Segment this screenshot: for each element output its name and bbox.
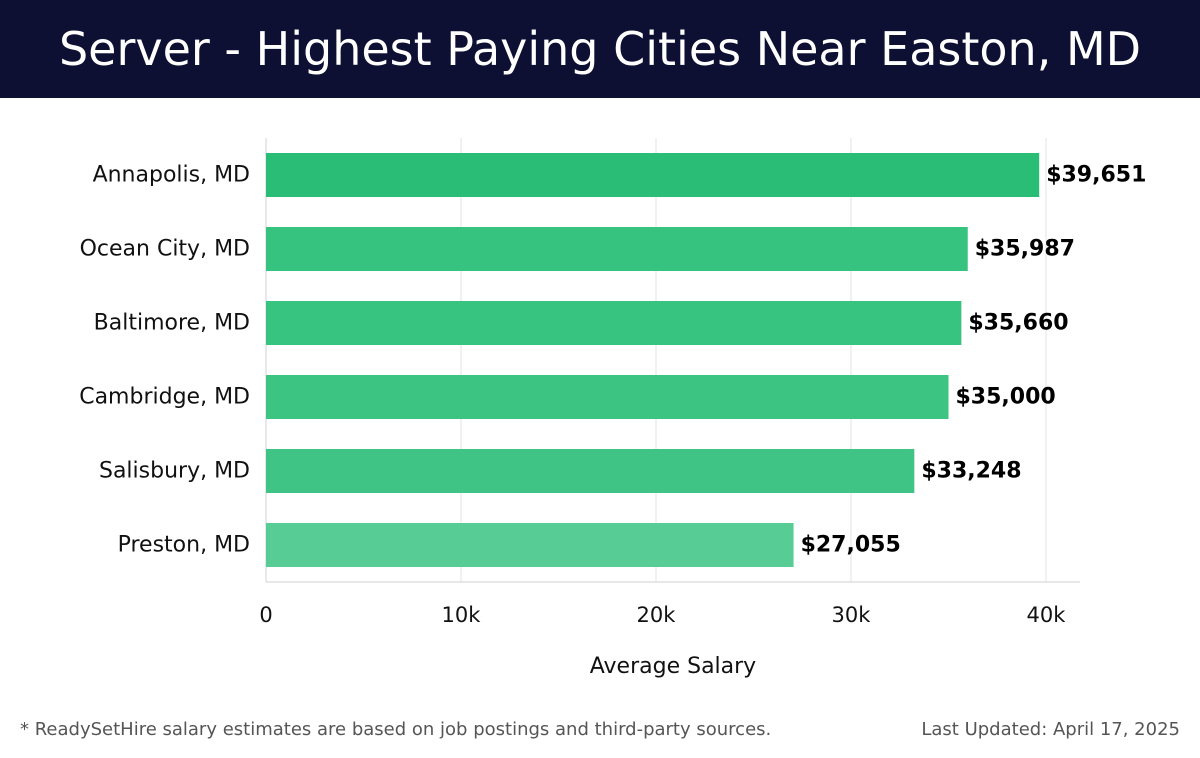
footer-note: * ReadySetHire salary estimates are base… <box>20 719 772 740</box>
chart-title: Server - Highest Paying Cities Near East… <box>58 22 1142 76</box>
bar <box>266 523 794 567</box>
data-label: $27,055 <box>801 533 901 558</box>
data-label: $39,651 <box>1046 163 1146 188</box>
category-label: Preston, MD <box>118 533 250 558</box>
category-label: Salisbury, MD <box>99 459 250 484</box>
x-tick-label: 0 <box>259 603 272 627</box>
category-label: Annapolis, MD <box>93 163 250 188</box>
data-label: $33,248 <box>921 459 1021 484</box>
x-tick-label: 40k <box>1027 603 1067 627</box>
bar <box>266 301 962 345</box>
x-axis-title: Average Salary <box>590 654 756 679</box>
category-label: Ocean City, MD <box>80 237 250 262</box>
bar <box>266 227 968 271</box>
category-label: Cambridge, MD <box>79 385 250 410</box>
bar <box>266 153 1040 197</box>
x-tick-label: 10k <box>442 603 482 627</box>
data-label: $35,987 <box>975 237 1075 262</box>
category-label: Baltimore, MD <box>94 311 250 336</box>
bar <box>266 449 915 493</box>
bar <box>266 375 949 419</box>
chart-header: Server - Highest Paying Cities Near East… <box>0 0 1200 98</box>
x-tick-label: 20k <box>637 603 677 627</box>
data-label: $35,000 <box>956 385 1056 410</box>
data-label: $35,660 <box>968 311 1068 336</box>
bar-chart: Annapolis, MD $39,651 Ocean City, MD $35,98… <box>79 138 1146 679</box>
last-updated: Last Updated: April 17, 2025 <box>921 719 1180 740</box>
x-tick-label: 30k <box>832 603 872 627</box>
